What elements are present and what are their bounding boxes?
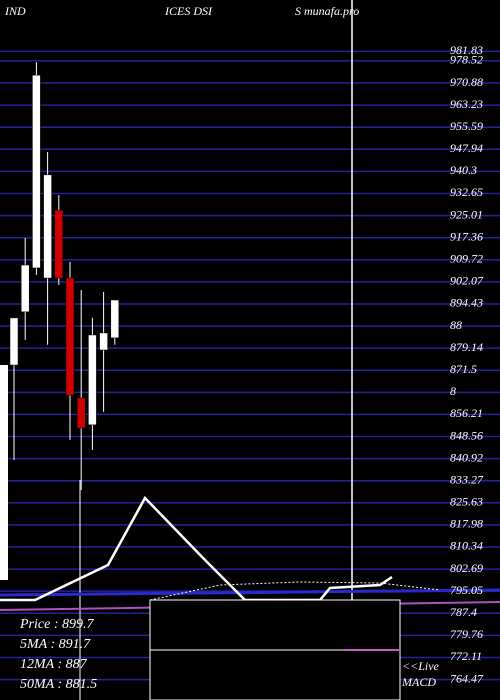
y-tick-label: 894.43 [450, 296, 483, 310]
y-tick-label: 764.47 [450, 671, 484, 685]
y-tick-label: 940.3 [450, 163, 477, 177]
y-tick-label: 963.23 [450, 97, 483, 111]
y-tick-label: 947.94 [450, 141, 483, 155]
legend-text: Price : 899.7 [19, 617, 94, 632]
y-tick-label: 917.36 [450, 229, 483, 243]
y-tick-label: 802.69 [450, 561, 483, 575]
y-tick-label: 848.56 [450, 428, 483, 442]
candle-body [32, 74, 41, 269]
candle-body [110, 299, 120, 339]
candle-body [9, 317, 19, 366]
macd-line [0, 495, 393, 602]
ma-line [0, 588, 500, 597]
candle-body [54, 209, 64, 279]
y-tick-label: 840.92 [450, 450, 483, 464]
y-tick-label: 833.27 [450, 472, 484, 486]
y-tick-label: 871.5 [450, 362, 477, 376]
y-tick-label: 955.59 [450, 119, 483, 133]
top-label: ICES DSI [164, 4, 213, 18]
y-tick-label: 787.4 [450, 605, 477, 619]
candle-body [88, 334, 97, 426]
y-tick-label: 795.05 [450, 583, 483, 597]
side-note: <<Live [402, 659, 440, 673]
y-tick-label: 856.21 [450, 406, 483, 420]
y-tick-label: 8 [450, 384, 456, 398]
y-tick-label: 779.76 [450, 627, 483, 641]
grid [0, 50, 500, 681]
y-tick-label: 932.65 [450, 185, 483, 199]
y-tick-label: 88 [450, 318, 462, 332]
legend-text: 50MA : 881.5 [20, 677, 97, 692]
candle-body [76, 397, 86, 429]
candle-body [99, 332, 108, 351]
candle-body [65, 277, 75, 396]
y-tick-label: 810.34 [450, 539, 483, 553]
candles [9, 62, 120, 490]
candle-body [43, 174, 52, 279]
y-tick-label: 970.88 [450, 75, 483, 89]
y-tick-label: 879.14 [450, 340, 483, 354]
y-tick-label: 817.98 [450, 517, 483, 531]
legend-text: 12MA : 887 [20, 657, 88, 672]
y-tick-label: 909.72 [450, 252, 483, 266]
y-tick-label: 978.52 [450, 53, 483, 67]
candle-body [20, 264, 30, 313]
side-note: MACD [401, 675, 436, 689]
y-tick-label: 772.11 [450, 649, 482, 663]
top-label: IND [4, 4, 26, 18]
y-tick-label: 902.07 [450, 274, 484, 288]
legend-text: 5MA : 891.7 [20, 637, 91, 652]
y-tick-label: 925.01 [450, 207, 483, 221]
y-tick-label: 981.83 [450, 43, 483, 57]
top-label: S munafa.pro [295, 4, 359, 18]
y-tick-label: 825.63 [450, 495, 483, 509]
volume-bar [0, 365, 8, 580]
